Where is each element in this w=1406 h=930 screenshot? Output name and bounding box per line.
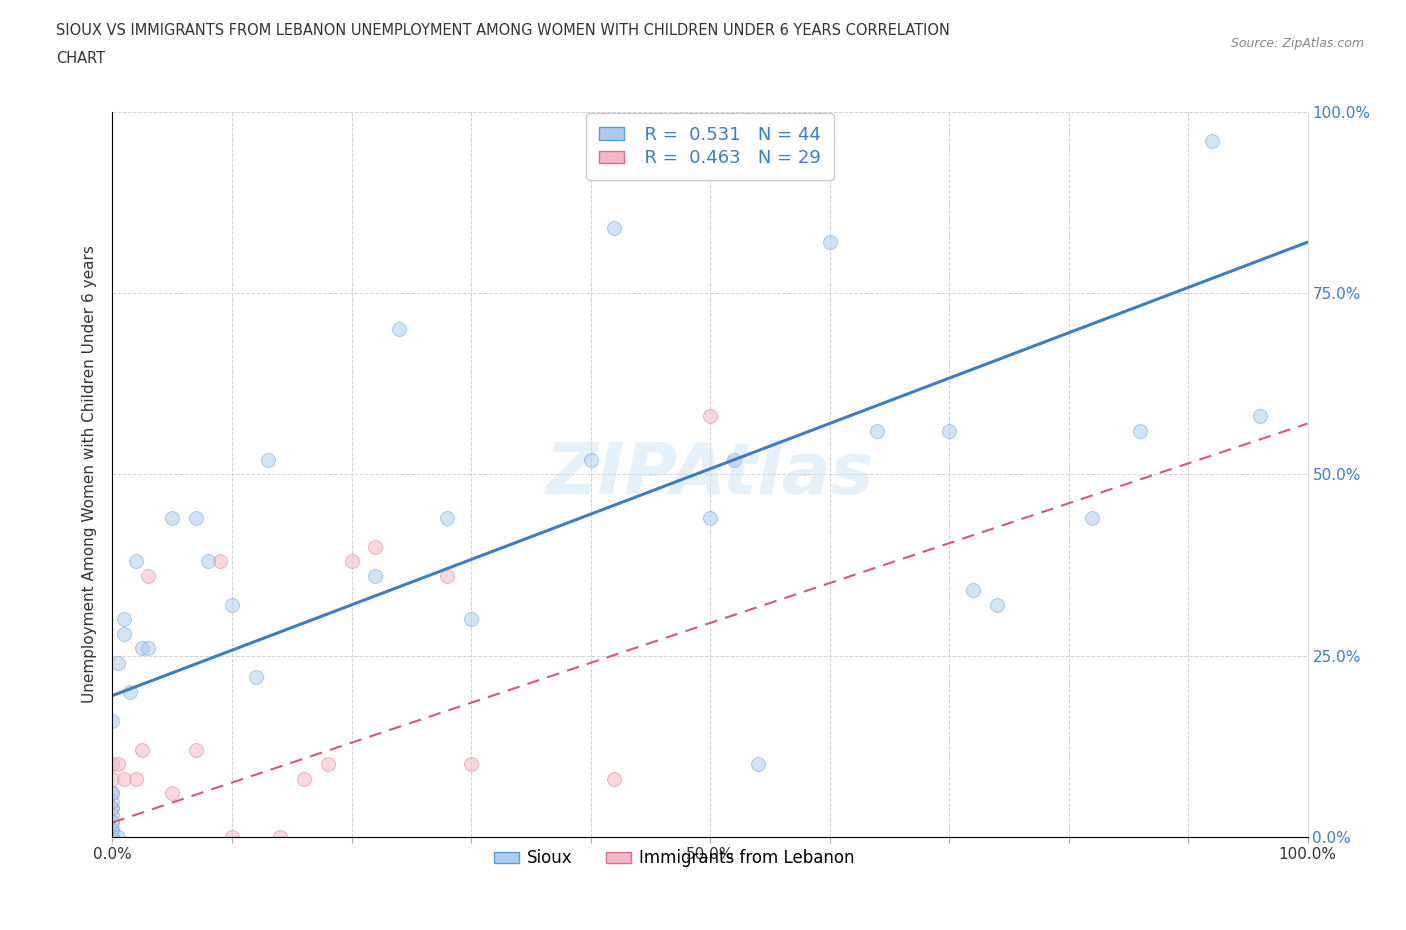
Point: [101, 830, 124, 844]
Point: [1201, 133, 1223, 148]
Point: [131, 742, 153, 757]
Point: [460, 612, 482, 627]
Point: [1249, 409, 1271, 424]
Point: [101, 830, 124, 844]
Point: [101, 793, 124, 808]
Point: [101, 757, 124, 772]
Point: [138, 568, 160, 583]
Point: [101, 808, 124, 823]
Point: [101, 830, 124, 844]
Point: [269, 830, 291, 844]
Point: [114, 627, 135, 642]
Point: [120, 684, 142, 699]
Point: [125, 772, 148, 787]
Point: [162, 786, 183, 801]
Point: [603, 772, 626, 787]
Point: [101, 830, 124, 844]
Point: [101, 786, 124, 801]
Point: [101, 830, 124, 844]
Point: [101, 786, 124, 801]
Point: [579, 452, 602, 467]
Point: [292, 772, 315, 787]
Point: [962, 583, 984, 598]
Legend: Sioux, Immigrants from Lebanon: Sioux, Immigrants from Lebanon: [485, 841, 863, 876]
Point: [699, 409, 721, 424]
Point: [101, 772, 124, 787]
Point: [340, 554, 363, 569]
Point: [723, 452, 745, 467]
Point: [101, 830, 124, 844]
Point: [131, 641, 153, 656]
Point: [1129, 423, 1152, 438]
Point: [364, 568, 387, 583]
Point: [436, 511, 458, 525]
Point: [138, 641, 160, 656]
Point: [818, 234, 841, 249]
Point: [388, 322, 411, 337]
Point: [245, 670, 267, 684]
Point: [101, 830, 124, 844]
Point: [101, 830, 124, 844]
Point: [603, 220, 626, 235]
Point: [316, 757, 339, 772]
Point: [101, 822, 124, 837]
Point: [107, 656, 129, 671]
Point: [114, 612, 135, 627]
Point: [221, 830, 243, 844]
Point: [938, 423, 960, 438]
Point: [107, 757, 129, 772]
Point: [101, 801, 124, 816]
Text: SIOUX VS IMMIGRANTS FROM LEBANON UNEMPLOYMENT AMONG WOMEN WITH CHILDREN UNDER 6 : SIOUX VS IMMIGRANTS FROM LEBANON UNEMPLO…: [56, 23, 950, 38]
Point: [197, 554, 219, 569]
Point: [1081, 511, 1104, 525]
Point: [125, 554, 148, 569]
Text: Source: ZipAtlas.com: Source: ZipAtlas.com: [1230, 37, 1364, 50]
Point: [866, 423, 889, 438]
Point: [747, 757, 769, 772]
Point: [101, 801, 124, 816]
Point: [186, 511, 208, 525]
Point: [186, 742, 208, 757]
Point: [986, 597, 1008, 612]
Point: [107, 830, 129, 844]
Point: [460, 757, 482, 772]
Point: [209, 554, 232, 569]
Point: [101, 815, 124, 830]
Point: [114, 772, 135, 787]
Point: [221, 597, 243, 612]
Point: [101, 830, 124, 844]
Point: [101, 815, 124, 830]
Point: [699, 511, 721, 525]
Point: [364, 539, 387, 554]
Point: [101, 830, 124, 844]
Point: [101, 713, 124, 728]
Point: [257, 452, 280, 467]
Text: CHART: CHART: [56, 51, 105, 66]
Point: [162, 511, 183, 525]
Y-axis label: Unemployment Among Women with Children Under 6 years: Unemployment Among Women with Children U…: [82, 246, 97, 703]
Text: ZIPAtlas: ZIPAtlas: [546, 440, 875, 509]
Point: [436, 568, 458, 583]
Point: [101, 822, 124, 837]
